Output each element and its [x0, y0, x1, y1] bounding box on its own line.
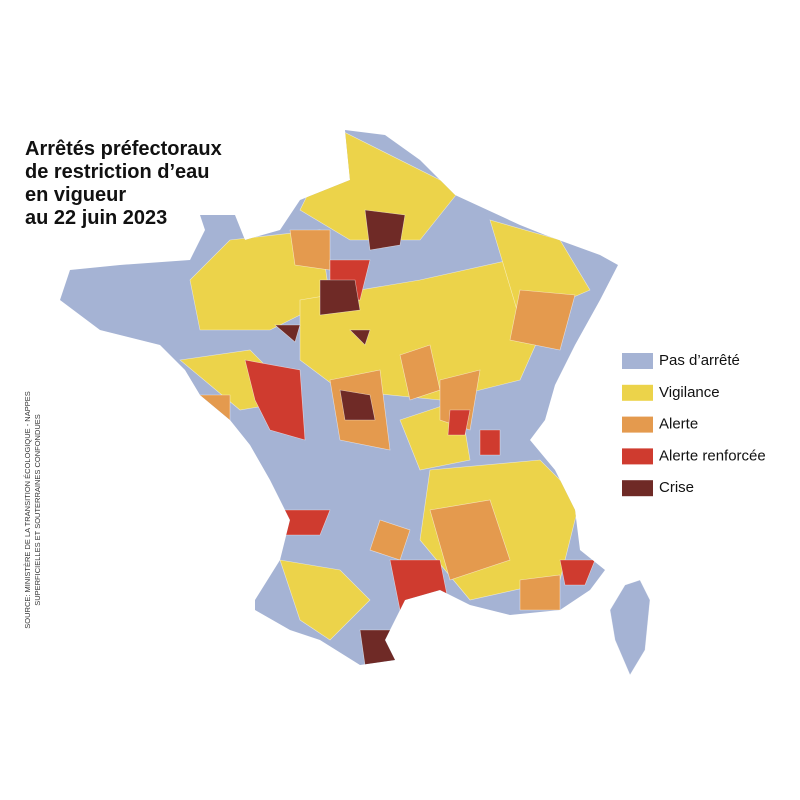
- title: Arrêtés préfectoraux de restriction d’ea…: [25, 138, 222, 229]
- region: [559, 559, 596, 586]
- legend-swatch: [622, 353, 653, 369]
- region: [289, 229, 331, 271]
- title-line: de restriction d’eau: [25, 161, 210, 183]
- france-map: [60, 130, 618, 665]
- legend: Pas d’arrêté Vigilance Alerte Alerte renfor…: [622, 352, 766, 497]
- region: [349, 329, 371, 346]
- title-line: en vigueur: [25, 184, 126, 206]
- title-line: au 22 juin 2023: [25, 207, 167, 229]
- legend-swatch: [622, 480, 653, 497]
- legend-swatch: [622, 384, 653, 401]
- legend-label: Alerte renforcée: [659, 447, 766, 464]
- region: [319, 279, 361, 316]
- region: [509, 289, 576, 351]
- region: [299, 259, 561, 401]
- region: [244, 359, 306, 441]
- region: [447, 409, 471, 436]
- region: [359, 629, 406, 665]
- legend-label: Vigilance: [659, 384, 720, 401]
- legend-label: Pas d’arrêté: [659, 352, 740, 369]
- region: [274, 324, 301, 343]
- legend-label: Alerte: [659, 416, 698, 433]
- source: SOURCE: MINISTÈRE DE LA TRANSITION ÉCOLO…: [23, 391, 42, 628]
- legend-swatch: [622, 416, 653, 433]
- region: [389, 559, 451, 611]
- region: [519, 574, 561, 611]
- region: [479, 429, 501, 456]
- region: [189, 394, 231, 421]
- title-line: Arrêtés préfectoraux: [25, 138, 222, 160]
- region: [279, 559, 371, 641]
- source-line: SOURCE: MINISTÈRE DE LA TRANSITION ÉCOLO…: [23, 391, 32, 628]
- region: [339, 389, 376, 421]
- region: [364, 209, 406, 251]
- legend-label: Crise: [659, 479, 694, 496]
- source-line: SUPERFICIELLES ET SOUTERRAINES CONFONDUE…: [33, 414, 42, 606]
- legend-swatch: [622, 448, 653, 465]
- corsica: [609, 579, 651, 676]
- region: [429, 499, 511, 581]
